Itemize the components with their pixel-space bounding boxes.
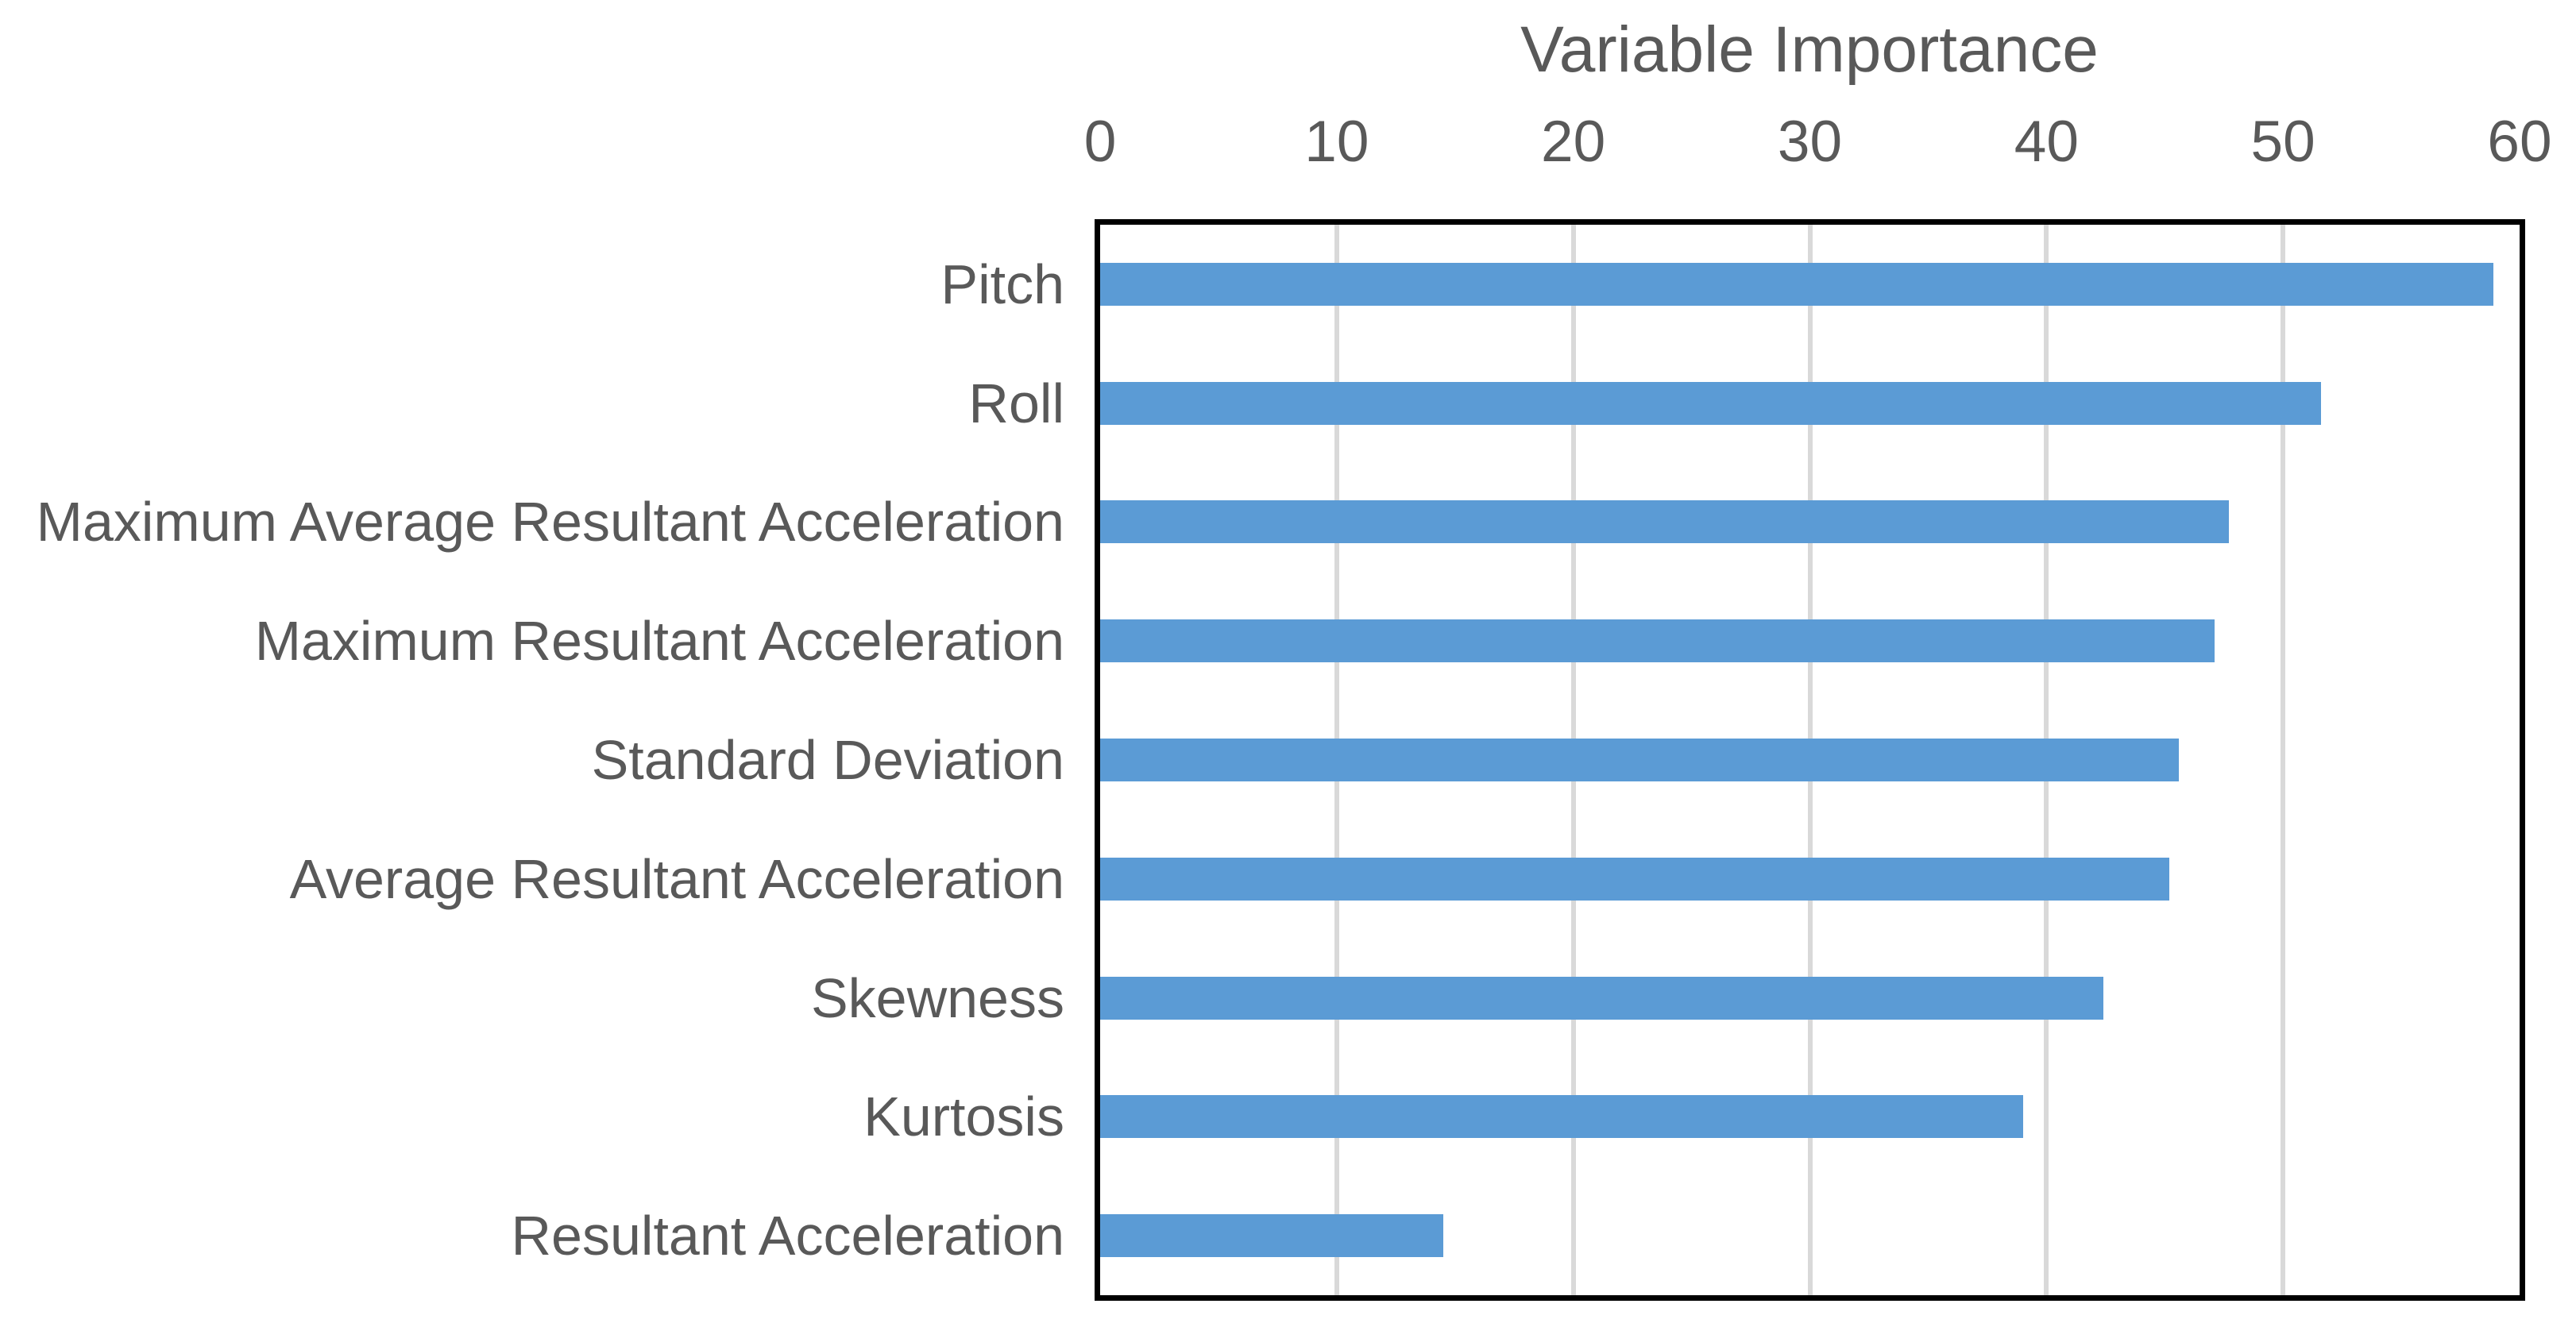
x-tick-label: 60 [2487,110,2552,174]
bar [1100,500,2229,544]
bar [1100,381,2321,425]
bar [1100,976,2103,1020]
category-label: Pitch [940,253,1064,315]
category-label: Roll [968,372,1064,434]
category-label: Standard Deviation [591,729,1064,791]
bar [1100,739,2180,781]
category-label: Average Resultant Acceleration [289,847,1064,910]
bar [1100,619,2215,663]
x-tick-label: 50 [2250,110,2315,174]
chart-title: Variable Importance [1520,14,2099,86]
category-label: Kurtosis [863,1086,1064,1148]
bar [1100,262,2494,306]
category-label: Resultant Acceleration [511,1205,1064,1267]
category-label: Skewness [810,966,1064,1029]
category-label: Maximum Resultant Acceleration [254,610,1064,673]
x-tick-label: 40 [2014,110,2079,174]
bar [1100,1214,1443,1258]
x-tick-label: 0 [1083,110,1117,174]
category-label: Maximum Average Resultant Acceleration [36,491,1064,554]
bar [1100,857,2170,901]
plot-area [1095,219,2525,1301]
x-tick-label: 30 [1777,110,1843,174]
x-tick-label: 20 [1541,110,1606,174]
bar [1100,1095,2023,1139]
x-tick-label: 10 [1304,110,1369,174]
gridline-50 [2281,225,2286,1295]
